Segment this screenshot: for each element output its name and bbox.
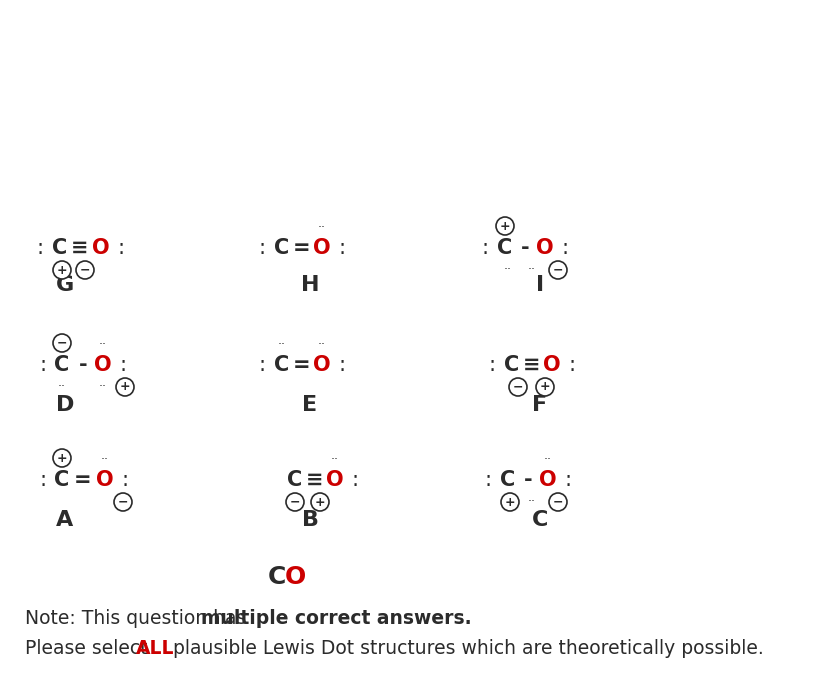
Text: :: : (259, 238, 265, 258)
Text: =: = (293, 238, 311, 258)
Text: ··: ·· (331, 453, 339, 466)
Text: C: C (54, 355, 70, 375)
Text: :: : (484, 470, 492, 490)
Text: O: O (94, 355, 111, 375)
Text: :: : (568, 355, 576, 375)
Text: +: + (314, 495, 325, 508)
Text: C: C (275, 355, 290, 375)
Text: ··: ·· (318, 339, 326, 352)
Text: -: - (79, 355, 87, 375)
Text: ··: ·· (101, 453, 109, 466)
Text: :: : (339, 238, 345, 258)
Text: O: O (97, 470, 114, 490)
Text: ··: ·· (528, 495, 536, 508)
Text: Note: This question has: Note: This question has (25, 609, 252, 629)
Text: ≡: ≡ (523, 355, 541, 375)
Text: O: O (543, 355, 561, 375)
Text: E: E (303, 395, 318, 415)
Text: +: + (500, 220, 510, 233)
Text: C: C (268, 565, 286, 589)
Text: -: - (521, 238, 529, 258)
Text: O: O (313, 238, 331, 258)
Text: :: : (121, 470, 128, 490)
Text: −: − (552, 263, 563, 276)
Text: :: : (482, 238, 488, 258)
Text: =: = (74, 470, 92, 490)
Text: +: + (120, 380, 131, 393)
Text: H: H (300, 275, 319, 295)
Text: ≡: ≡ (306, 470, 324, 490)
Text: O: O (536, 238, 554, 258)
Text: ≡: ≡ (72, 238, 89, 258)
Text: -: - (523, 470, 532, 490)
Text: I: I (536, 275, 544, 295)
Text: C: C (500, 470, 516, 490)
Text: :: : (564, 470, 572, 490)
Text: ··: ·· (504, 263, 512, 276)
Text: D: D (56, 395, 74, 415)
Text: ALL: ALL (136, 638, 175, 657)
Text: ··: ·· (528, 263, 536, 276)
Text: −: − (513, 380, 523, 393)
Text: C: C (54, 470, 70, 490)
Text: O: O (285, 565, 306, 589)
Text: B: B (301, 510, 319, 530)
Text: C: C (287, 470, 303, 490)
Text: :: : (117, 238, 125, 258)
Text: :: : (339, 355, 345, 375)
Text: plausible Lewis Dot structures which are theoretically possible.: plausible Lewis Dot structures which are… (167, 638, 764, 657)
Text: A: A (57, 510, 73, 530)
Text: +: + (505, 495, 515, 508)
Text: C: C (498, 238, 513, 258)
Text: ··: ·· (278, 339, 286, 352)
Text: C: C (52, 238, 67, 258)
Text: O: O (539, 470, 557, 490)
Text: −: − (80, 263, 90, 276)
Text: ··: ·· (99, 380, 107, 393)
Text: C: C (532, 510, 548, 530)
Text: +: + (540, 380, 550, 393)
Text: :: : (39, 355, 47, 375)
Text: :: : (351, 470, 359, 490)
Text: :: : (39, 470, 47, 490)
Text: −: − (552, 495, 563, 508)
Text: C: C (275, 238, 290, 258)
Text: :: : (488, 355, 496, 375)
Text: O: O (326, 470, 344, 490)
Text: ··: ·· (58, 380, 66, 393)
Text: multiple correct answers.: multiple correct answers. (201, 609, 472, 629)
Text: :: : (37, 238, 43, 258)
Text: ··: ·· (99, 339, 107, 352)
Text: :: : (120, 355, 126, 375)
Text: −: − (57, 337, 67, 350)
Text: O: O (313, 355, 331, 375)
Text: ··: ·· (318, 222, 326, 235)
Text: F: F (532, 395, 547, 415)
Text: :: : (562, 238, 568, 258)
Text: Please select: Please select (25, 638, 153, 657)
Text: ··: ·· (544, 453, 552, 466)
Text: =: = (293, 355, 311, 375)
Text: +: + (57, 263, 67, 276)
Text: −: − (118, 495, 128, 508)
Text: +: + (57, 451, 67, 464)
Text: O: O (92, 238, 110, 258)
Text: C: C (504, 355, 520, 375)
Text: G: G (56, 275, 74, 295)
Text: −: − (290, 495, 300, 508)
Text: :: : (259, 355, 265, 375)
